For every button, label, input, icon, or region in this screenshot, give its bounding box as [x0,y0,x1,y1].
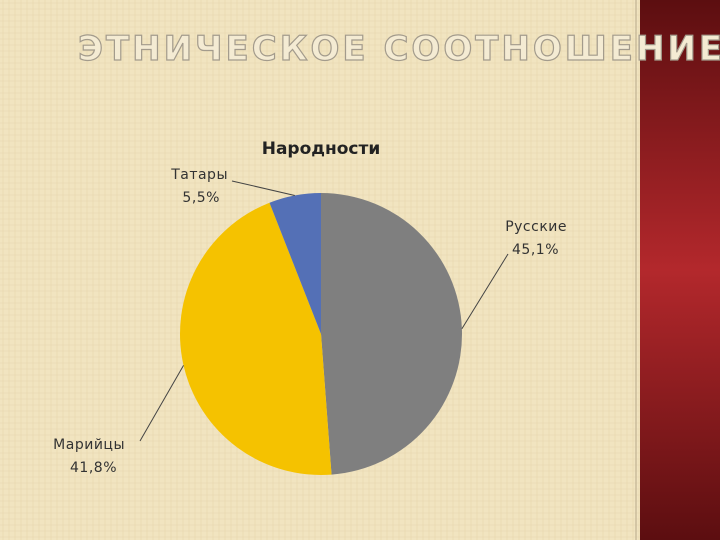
leader-line [231,180,295,196]
slide-title: ЭТНИЧЕСКОЕ СООТНОШЕНИЕ [78,29,720,69]
value-label: 41,8% [70,460,117,476]
chart-title: Народности [262,139,381,159]
category-label: Марийцы [53,437,125,453]
pie-slice [321,193,462,475]
pie-slice [179,202,332,476]
pie-slice [269,193,321,334]
category-label: Русские [505,219,567,235]
category-label: Татары [170,167,228,183]
side-strip [640,0,720,540]
value-label: 5,5% [182,190,220,206]
value-label: 45,1% [512,242,559,258]
leader-line [461,253,509,329]
leader-line [139,365,184,442]
